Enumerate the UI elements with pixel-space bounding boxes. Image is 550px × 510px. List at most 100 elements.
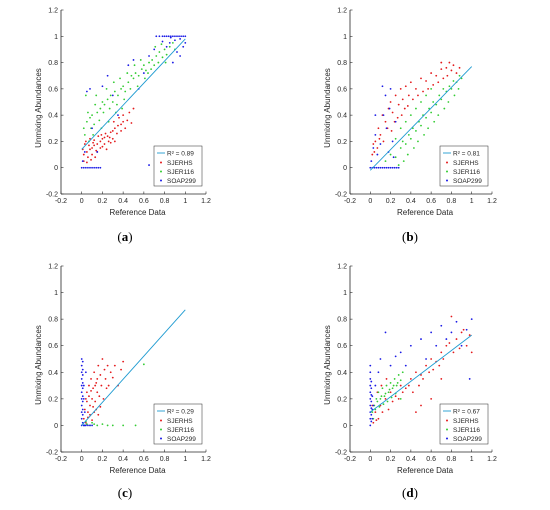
data-point — [178, 35, 180, 38]
x-tick-label: 0.2 — [98, 456, 108, 463]
data-point — [369, 391, 372, 394]
data-point — [174, 39, 176, 42]
data-point — [385, 378, 388, 380]
chart-panel-a: -0.2 0 0.2 0.4 0.6 0.8 1 1.2 -0.2 0 0.2 0.4 0.6 0.8 1 1… — [34, 8, 211, 245]
y-tick-label: 0.6 — [48, 86, 58, 93]
data-point — [407, 384, 410, 387]
data-point — [151, 59, 154, 61]
data-point — [81, 400, 84, 403]
data-point — [427, 127, 429, 130]
data-point — [374, 133, 377, 136]
data-point — [93, 123, 96, 126]
data-point — [389, 364, 392, 367]
data-point — [81, 160, 84, 163]
data-point — [425, 116, 427, 119]
data-point — [85, 90, 88, 93]
data-point — [83, 133, 86, 136]
data-point — [370, 413, 373, 416]
data-point — [103, 368, 106, 371]
data-point — [379, 133, 382, 136]
data-point — [83, 411, 86, 414]
data-point — [371, 153, 374, 156]
data-point — [148, 55, 150, 57]
data-point — [85, 120, 88, 123]
data-point — [171, 61, 174, 64]
data-point — [399, 397, 402, 400]
data-point — [126, 72, 129, 74]
data-point — [377, 127, 380, 130]
data-point — [89, 87, 91, 90]
data-point — [377, 166, 380, 169]
series-sjerhs — [371, 315, 473, 424]
data-point — [377, 371, 380, 374]
data-point — [158, 35, 161, 38]
data-point — [385, 166, 388, 169]
y-tick-label: 1 — [343, 34, 347, 41]
x-tick-label: 0.2 — [386, 456, 396, 463]
data-point — [101, 101, 104, 103]
data-point — [142, 64, 145, 67]
data-point — [106, 424, 109, 427]
data-point — [124, 90, 127, 93]
data-point — [370, 400, 373, 403]
y-tick-label: 1 — [343, 290, 347, 297]
data-point — [155, 55, 158, 57]
data-point — [381, 166, 384, 169]
y-tick-label: 0.4 — [337, 370, 347, 377]
data-point — [111, 101, 114, 103]
x-axis-label: Reference Data — [109, 466, 166, 475]
data-point — [458, 74, 461, 77]
data-point — [160, 43, 163, 46]
data-point — [82, 397, 85, 400]
data-point — [128, 111, 131, 114]
data-point — [130, 122, 133, 124]
data-point — [124, 127, 127, 130]
data-point — [394, 355, 397, 358]
data-point — [387, 391, 390, 394]
data-point — [109, 371, 112, 374]
legend-label-soap299: SOAP299 — [167, 178, 196, 185]
y-tick-label: 1.2 — [48, 264, 58, 271]
data-point — [134, 72, 137, 74]
legend-swatch-soap299 — [446, 437, 448, 440]
legend-fit-label: R² = 0.81 — [453, 150, 480, 157]
legend-label-sjerhs: SJERHS — [167, 418, 193, 425]
data-point — [430, 87, 433, 90]
data-point — [91, 127, 93, 130]
data-point — [153, 48, 156, 51]
data-point — [96, 111, 99, 114]
data-point — [393, 378, 396, 380]
data-point — [453, 94, 456, 97]
data-point — [106, 364, 109, 367]
data-point — [397, 374, 400, 376]
data-point — [103, 143, 106, 145]
data-point — [371, 395, 374, 398]
data-point — [112, 81, 115, 84]
data-point — [387, 166, 390, 169]
data-point — [373, 151, 376, 153]
data-point — [422, 90, 424, 93]
data-point — [406, 105, 409, 107]
data-point — [403, 107, 406, 110]
data-point — [380, 395, 383, 398]
data-point — [425, 94, 427, 97]
data-point — [399, 87, 402, 90]
data-point — [91, 419, 93, 422]
data-point — [96, 424, 99, 427]
data-point — [379, 358, 382, 360]
data-point — [425, 358, 427, 360]
data-point — [430, 111, 433, 114]
data-point — [87, 156, 89, 159]
data-point — [127, 64, 130, 67]
data-point — [397, 103, 400, 106]
x-tick-label: 0.4 — [406, 198, 416, 205]
data-point — [89, 424, 91, 427]
data-point — [143, 77, 146, 80]
y-axis-label: Unmixing Abundances — [323, 68, 332, 148]
data-point — [85, 161, 88, 164]
legend-swatch-sjerhs — [446, 161, 448, 164]
data-point — [392, 156, 395, 159]
legend-swatch-soap299 — [446, 179, 448, 182]
data-point — [388, 388, 391, 391]
data-point — [370, 160, 373, 163]
